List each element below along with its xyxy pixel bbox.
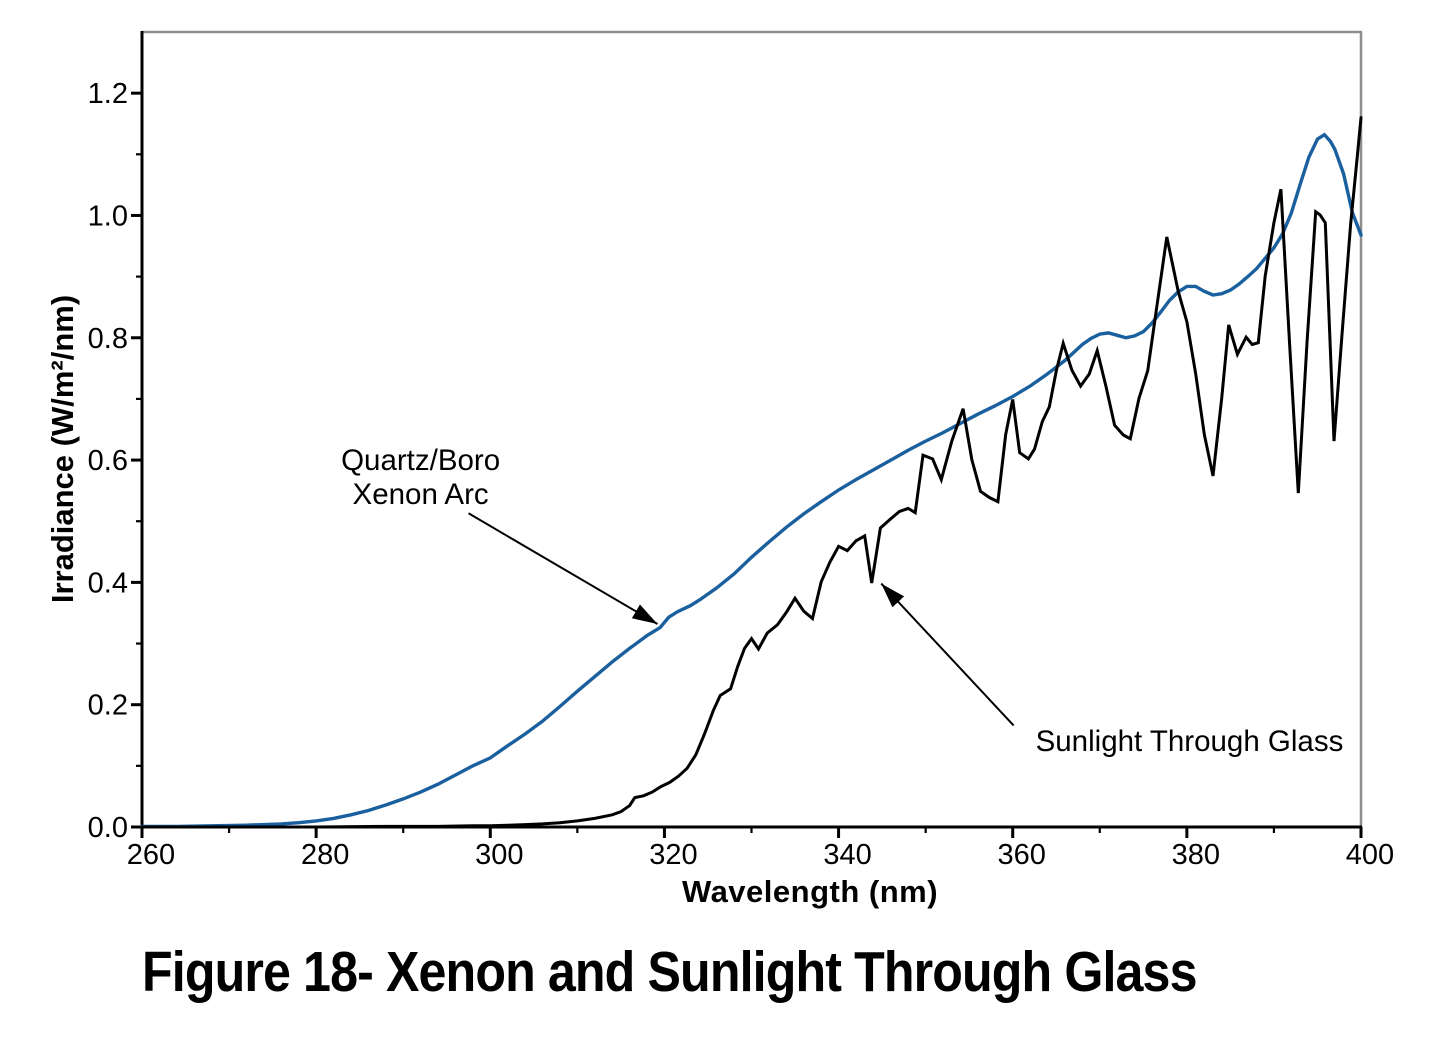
annotation-line: Sunlight Through Glass	[1035, 724, 1344, 758]
x-tick-label-280: 280	[301, 839, 349, 871]
x-tick-label-320: 320	[649, 839, 697, 871]
annotation-arrow-sunlight	[880, 582, 1015, 727]
x-tick-label-300: 300	[475, 839, 523, 871]
annotation-line: Quartz/Boro	[341, 444, 501, 478]
axis-ticks	[131, 91, 1363, 838]
x-tick-label-380: 380	[1172, 839, 1220, 871]
y-tick-label-0.6: 0.6	[88, 445, 128, 477]
annotation-label-sunlight: Sunlight Through Glass	[1036, 725, 1344, 759]
annotation-arrow-xenon	[468, 512, 658, 625]
series-curve-xenon-arc	[140, 132, 1363, 829]
axis-tick-labels: 260 280 300 320 340 360 380 400 0.0 0.2 0.4 0.6 0.8 1…	[88, 78, 1395, 871]
y-tick-label-1.2: 1.2	[88, 78, 128, 110]
y-tick-label-1.0: 1.0	[88, 200, 128, 232]
y-tick-label-0.0: 0.0	[88, 812, 128, 844]
data-series	[140, 116, 1363, 829]
y-axis-title: Irradiance (W/m²/nm)	[45, 294, 80, 604]
plot-frame	[140, 30, 1363, 829]
x-tick-label-340: 340	[823, 839, 871, 871]
annotation-label-xenon-arc: Quartz/Boro Xenon Arc	[341, 444, 500, 512]
x-tick-label-360: 360	[998, 839, 1046, 871]
figure-caption: Figure 18- Xenon and Sunlight Through Gl…	[142, 940, 1197, 1004]
x-axis-title: Wavelength (nm)	[681, 874, 939, 909]
x-tick-label-260: 260	[127, 839, 175, 871]
annotation-line: Xenon Arc	[352, 478, 489, 512]
annotation-arrows	[468, 512, 1015, 727]
y-tick-label-0.2: 0.2	[88, 690, 128, 722]
y-tick-label-0.8: 0.8	[88, 323, 128, 355]
y-tick-label-0.4: 0.4	[88, 567, 128, 599]
x-tick-label-400: 400	[1346, 839, 1394, 871]
series-curve-sunlight	[140, 116, 1363, 829]
